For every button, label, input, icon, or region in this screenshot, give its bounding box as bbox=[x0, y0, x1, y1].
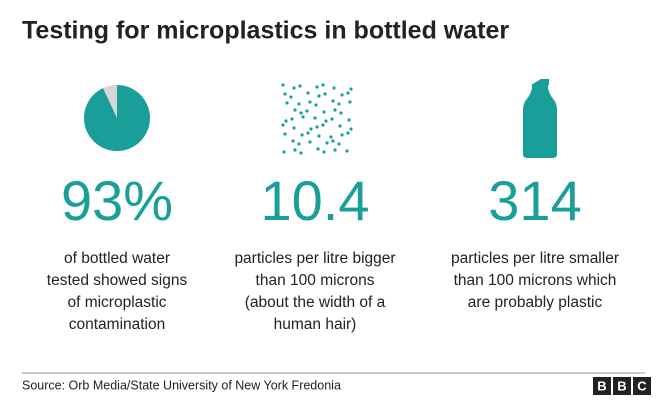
dot bbox=[345, 149, 349, 153]
logo-letter: B bbox=[617, 378, 626, 393]
dot bbox=[338, 124, 342, 128]
stat-value: 93% bbox=[61, 169, 173, 232]
dot bbox=[292, 86, 296, 90]
stat-description: are probably plastic bbox=[468, 294, 603, 311]
dot bbox=[289, 95, 293, 99]
stat-value: 10.4 bbox=[261, 169, 370, 232]
dot bbox=[329, 135, 333, 139]
dot bbox=[333, 148, 337, 152]
stat-description: of microplastic bbox=[67, 294, 166, 311]
dot bbox=[349, 87, 353, 91]
dot bbox=[325, 141, 329, 145]
stat-description: human hair) bbox=[274, 316, 357, 333]
dot bbox=[297, 102, 301, 106]
dot bbox=[337, 142, 341, 146]
dot bbox=[309, 127, 313, 131]
dot bbox=[300, 133, 304, 137]
stat-description: tested showed signs bbox=[47, 272, 188, 289]
dot bbox=[281, 123, 285, 127]
dot bbox=[305, 109, 309, 113]
dot bbox=[347, 118, 351, 122]
dot bbox=[348, 100, 352, 104]
stat-description: (about the width of a bbox=[245, 294, 386, 311]
dot bbox=[299, 111, 303, 115]
dot bbox=[331, 139, 335, 143]
dot bbox=[299, 151, 303, 155]
dot bbox=[298, 84, 302, 88]
dot bbox=[340, 93, 344, 97]
dot bbox=[293, 148, 297, 152]
dot bbox=[282, 150, 286, 154]
dot bbox=[349, 127, 353, 131]
dot bbox=[337, 102, 341, 106]
dot bbox=[317, 134, 321, 138]
dot bbox=[323, 92, 327, 96]
dot bbox=[339, 111, 343, 115]
dot bbox=[290, 117, 294, 121]
dot bbox=[291, 139, 295, 143]
dot bbox=[315, 85, 319, 89]
stat-description: particles per litre bigger bbox=[234, 250, 395, 267]
title: Testing for microplastics in bottled wat… bbox=[22, 17, 509, 45]
dot bbox=[332, 86, 336, 90]
dot bbox=[308, 140, 312, 144]
pie-slice bbox=[83, 85, 150, 152]
particle-dots bbox=[281, 83, 353, 155]
dot bbox=[283, 92, 287, 96]
dot bbox=[321, 123, 325, 127]
dot bbox=[281, 83, 285, 87]
dot bbox=[315, 125, 319, 129]
stat-description: than 100 microns bbox=[256, 272, 375, 289]
dot bbox=[285, 101, 289, 105]
stat-value: 314 bbox=[488, 169, 581, 232]
dot bbox=[293, 108, 297, 112]
dot bbox=[314, 103, 318, 107]
bottle-icon bbox=[523, 79, 557, 158]
logo-letter: B bbox=[597, 378, 606, 393]
dot bbox=[330, 117, 334, 121]
dot bbox=[331, 99, 335, 103]
dot bbox=[306, 91, 310, 95]
dot bbox=[322, 110, 326, 114]
logo-box bbox=[633, 377, 651, 395]
logo-box bbox=[593, 377, 611, 395]
dot bbox=[324, 119, 328, 123]
dot bbox=[284, 119, 288, 123]
source: Source: Orb Media/State University of Ne… bbox=[22, 378, 341, 392]
stat-description: of bottled water bbox=[64, 250, 170, 267]
stat-description: than 100 microns which bbox=[454, 272, 617, 289]
dot bbox=[340, 133, 344, 137]
dot bbox=[308, 100, 312, 104]
dot bbox=[292, 126, 296, 130]
dot bbox=[317, 94, 321, 98]
stat-description: contamination bbox=[69, 316, 166, 333]
dot bbox=[297, 142, 301, 146]
dot bbox=[346, 91, 350, 95]
logo-letter: C bbox=[637, 378, 647, 393]
dot bbox=[346, 131, 350, 135]
dot bbox=[333, 108, 337, 112]
dot bbox=[316, 147, 320, 151]
logo-box bbox=[613, 377, 631, 395]
dot bbox=[313, 116, 317, 120]
dot bbox=[306, 131, 310, 135]
dot bbox=[283, 132, 287, 136]
dot bbox=[301, 115, 305, 119]
dot bbox=[322, 150, 326, 154]
dot bbox=[321, 83, 325, 87]
stat-description: particles per litre smaller bbox=[451, 250, 619, 267]
